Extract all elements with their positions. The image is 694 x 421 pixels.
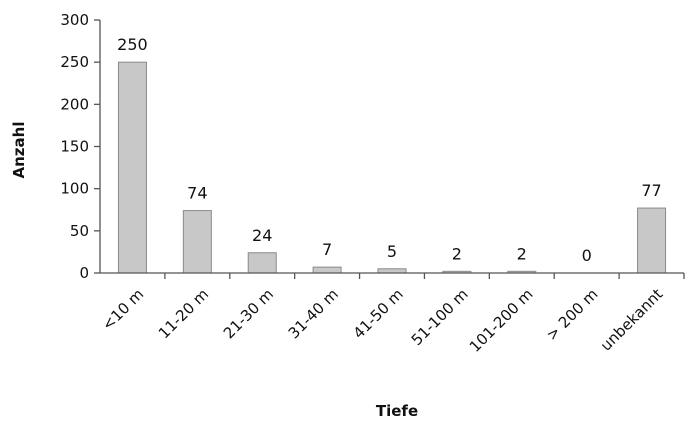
y-tick-label: 0 (79, 264, 89, 282)
y-tick-label: 250 (60, 53, 89, 71)
x-tick-label: 31-40 m (285, 285, 342, 342)
bar-3 (312, 266, 342, 274)
x-tick-label: 101-200 m (466, 285, 537, 356)
data-label-1: 74 (187, 184, 207, 203)
y-tick-label: 200 (60, 95, 89, 113)
bar-1 (182, 210, 212, 274)
data-label-7: 0 (582, 246, 592, 265)
data-label-3: 7 (322, 240, 332, 259)
x-tick-label: <10 m (98, 285, 147, 334)
y-tick-label: 150 (60, 138, 89, 156)
bar-0 (117, 61, 147, 274)
x-tick-label: 21-30 m (220, 285, 277, 342)
y-axis-title: Anzahl (10, 122, 28, 179)
x-tick-label: 51-100 m (408, 285, 472, 349)
y-tick-label: 50 (70, 222, 89, 240)
bar-8 (637, 207, 667, 274)
x-tick-label: unbekannt (597, 285, 667, 355)
y-axis-ticks: 0 50 100 150 200 250 300 (60, 11, 100, 282)
data-label-8: 77 (641, 181, 661, 200)
data-label-6: 2 (517, 244, 527, 263)
data-label-4: 5 (387, 242, 397, 261)
x-tick-label: 11-20 m (155, 285, 212, 342)
x-axis-ticks: <10 m 11-20 m 21-30 m 31-40 m 41-50 m 51-100 … (98, 273, 685, 356)
data-label-2: 24 (252, 226, 272, 245)
x-axis-title: Tiefe (376, 402, 418, 420)
y-tick-label: 100 (60, 180, 89, 198)
bar-2 (247, 252, 277, 274)
y-tick-label: 300 (60, 11, 89, 29)
data-label-0: 250 (117, 35, 148, 54)
x-tick-label: 41-50 m (350, 285, 407, 342)
data-label-5: 2 (452, 244, 462, 263)
data-labels: 250 74 24 7 5 2 2 0 77 (117, 35, 662, 265)
x-tick-label: > 200 m (543, 285, 602, 344)
